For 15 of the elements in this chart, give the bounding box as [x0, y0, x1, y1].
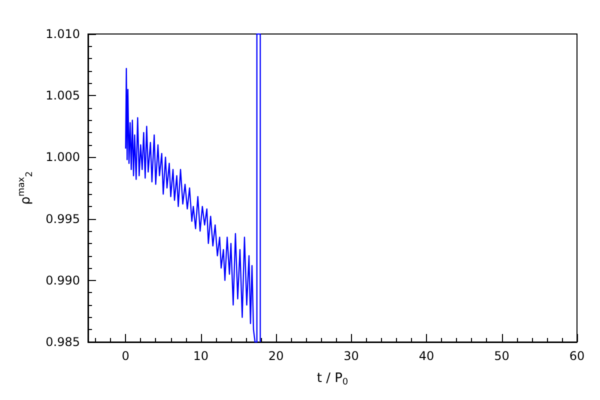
- x-tick-label: 10: [193, 349, 208, 363]
- y-tick-label: 0.995: [46, 212, 80, 226]
- y-tick-label: 0.990: [46, 273, 80, 288]
- y-tick-label: 1.010: [46, 27, 80, 41]
- x-tick-label: 40: [418, 349, 434, 363]
- x-tick-label: 50: [494, 349, 510, 363]
- x-tick-label: 0: [122, 349, 130, 363]
- x-tick-label: 20: [268, 349, 284, 363]
- x-tick-label: 60: [569, 349, 585, 363]
- x-tick-label: 30: [344, 349, 359, 363]
- y-tick-label: 1.005: [46, 88, 80, 103]
- y-tick-label: 0.985: [46, 335, 80, 349]
- line-series: [125, 33, 261, 343]
- y-axis-title: ρmax2: [17, 171, 36, 205]
- y-tick-label: 1.000: [46, 150, 80, 164]
